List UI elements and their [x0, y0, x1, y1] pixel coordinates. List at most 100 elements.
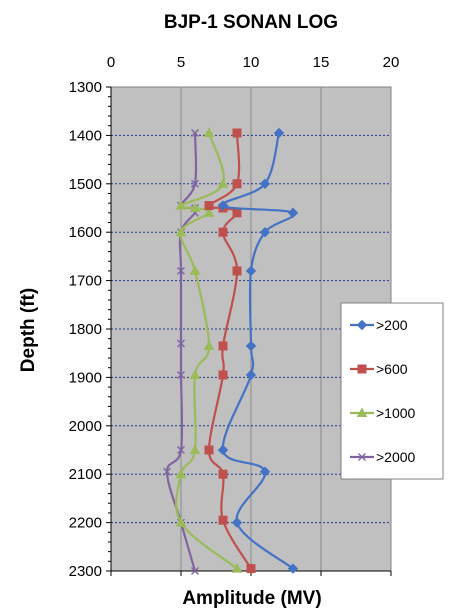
x-tick-label: 0 — [107, 54, 115, 71]
triangle-marker-shape — [189, 369, 201, 379]
data-point — [245, 340, 257, 352]
triangle-marker-shape — [189, 444, 201, 454]
x-marker-stroke — [163, 467, 171, 476]
triangle-marker-shape — [356, 407, 368, 417]
square-marker-shape — [218, 227, 228, 237]
legend-label: >1000 — [376, 405, 416, 421]
diamond-marker-shape — [259, 466, 271, 477]
x-marker-stroke — [177, 370, 185, 379]
data-point — [177, 446, 185, 454]
x-tick-label: 15 — [313, 54, 330, 71]
legend-marker — [356, 319, 368, 331]
data-point — [217, 200, 229, 211]
data-point — [273, 127, 285, 139]
data-point — [191, 567, 199, 575]
data-point — [232, 208, 242, 218]
triangle-marker-shape — [175, 200, 187, 210]
data-point — [189, 202, 201, 212]
square-marker-shape — [204, 445, 214, 455]
triangle-marker-shape — [203, 207, 215, 217]
square-marker-shape — [232, 128, 242, 138]
triangle-marker-shape — [189, 265, 201, 275]
data-point — [259, 466, 271, 477]
y-tick-label: 1800 — [69, 321, 102, 338]
data-point — [204, 201, 214, 211]
square-marker-shape — [357, 364, 367, 374]
data-point — [203, 207, 215, 217]
square-marker-shape — [232, 179, 242, 189]
data-point — [218, 515, 228, 525]
square-marker-shape — [218, 469, 228, 479]
y-tick-label: 1500 — [69, 176, 102, 193]
diamond-marker-shape — [217, 444, 229, 456]
data-point — [232, 128, 242, 138]
legend-label: >200 — [376, 317, 408, 333]
diamond-marker-shape — [273, 127, 285, 139]
square-marker-shape — [218, 341, 228, 351]
legend-item: >200 — [350, 317, 408, 333]
data-point — [203, 340, 215, 350]
x-marker-stroke — [191, 567, 199, 575]
data-point — [232, 266, 242, 276]
data-point — [245, 369, 257, 381]
triangle-marker-shape — [189, 202, 201, 212]
diamond-marker-shape — [245, 340, 257, 352]
data-point — [259, 178, 271, 190]
diamond-marker-shape — [231, 517, 243, 528]
chart-title: BJP-1 SONAN LOG — [164, 12, 338, 33]
square-marker-shape — [232, 208, 242, 218]
x-axis-title: Amplitude (MV) — [182, 588, 321, 609]
data-point — [217, 178, 229, 188]
data-point — [287, 563, 299, 574]
y-tick-label: 2100 — [69, 466, 102, 483]
data-point — [231, 563, 243, 573]
diamond-marker-shape — [356, 319, 368, 331]
data-point — [175, 226, 187, 237]
diamond-marker-shape — [287, 563, 299, 574]
y-axis-title: Depth (ft) — [18, 288, 39, 372]
series-2 — [204, 128, 256, 574]
triangle-marker-shape — [217, 178, 229, 188]
square-marker-shape — [232, 266, 242, 276]
data-point — [177, 370, 185, 379]
x-marker-stroke — [177, 339, 185, 348]
triangle-marker-shape — [231, 563, 243, 573]
data-point — [191, 128, 199, 137]
x-marker-stroke — [177, 266, 185, 275]
triangle-marker-shape — [203, 340, 215, 350]
data-point — [218, 341, 228, 351]
y-tick-label: 2200 — [69, 515, 102, 532]
triangle-marker-shape — [175, 517, 187, 527]
data-point — [245, 265, 257, 277]
data-point — [191, 179, 199, 188]
y-tick-label: 2000 — [69, 418, 102, 435]
diamond-marker-shape — [217, 200, 229, 211]
y-tick-label: 1700 — [69, 273, 102, 290]
data-point — [189, 444, 201, 454]
diamond-marker-shape — [245, 369, 257, 381]
y-tick-label: 1600 — [69, 224, 102, 241]
data-point — [204, 445, 214, 455]
data-point — [189, 369, 201, 379]
legend-marker — [358, 453, 366, 461]
data-point — [203, 127, 215, 137]
x-tick-label: 5 — [177, 54, 185, 71]
data-point — [232, 179, 242, 189]
data-point — [218, 469, 228, 479]
data-point — [177, 339, 185, 348]
y-tick-label: 1900 — [69, 369, 102, 386]
diamond-marker-shape — [287, 207, 299, 219]
x-marker-stroke — [358, 453, 366, 461]
y-tick-label: 1300 — [69, 79, 102, 96]
triangle-marker-shape — [175, 468, 187, 479]
x-marker-stroke — [191, 128, 199, 137]
legend-item: >2000 — [350, 449, 416, 465]
square-marker-shape — [246, 564, 256, 574]
square-marker-shape — [218, 515, 228, 525]
data-series — [163, 127, 299, 575]
data-point — [163, 467, 171, 476]
data-point — [217, 444, 229, 456]
data-point — [175, 200, 187, 210]
diamond-marker-shape — [259, 178, 271, 190]
